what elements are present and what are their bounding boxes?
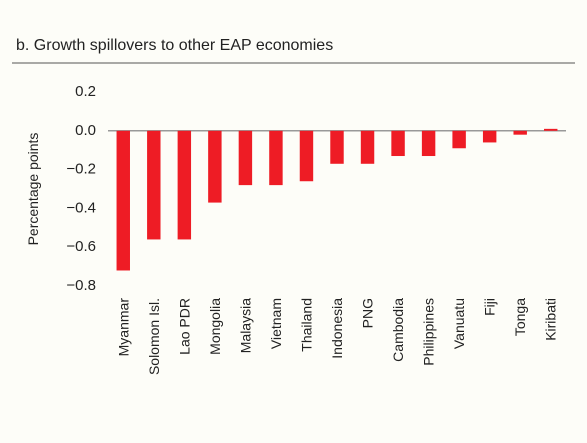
x-tick-label: Philippines	[421, 298, 437, 366]
bar	[544, 128, 558, 131]
y-tick-label: −0.8	[66, 277, 96, 294]
bar	[330, 130, 344, 164]
bar	[452, 130, 466, 149]
chart-title: b. Growth spillovers to other EAP econom…	[16, 37, 333, 54]
bar	[116, 130, 130, 271]
x-tick-label: PNG	[360, 298, 376, 328]
x-tick-label: Vanuatu	[451, 298, 467, 349]
bar	[299, 130, 314, 182]
x-tick-label: Thailand	[298, 298, 314, 352]
x-tick-label: Kiribati	[543, 298, 559, 341]
bar	[147, 130, 161, 240]
x-tick-label: Tonga	[512, 298, 528, 336]
bar	[513, 130, 527, 135]
y-axis-label: Percentage points	[25, 133, 41, 246]
x-tick-label: Myanmar	[115, 298, 131, 357]
x-tick-label: Malaysia	[237, 298, 253, 353]
y-tick-label: 0.2	[75, 83, 96, 100]
y-tick-label: −0.6	[66, 238, 96, 255]
x-tick-label: Cambodia	[390, 298, 406, 362]
x-tick-label: Indonesia	[329, 298, 345, 359]
bar	[391, 130, 405, 157]
x-tick-label: Lao PDR	[176, 298, 192, 355]
y-tick-label: −0.4	[66, 199, 96, 216]
y-tick-label: −0.2	[66, 161, 96, 178]
x-tick-label: Mongolia	[207, 298, 223, 355]
bar	[482, 130, 497, 143]
x-tick-label: Vietnam	[268, 298, 284, 349]
bar	[421, 130, 436, 157]
bar	[238, 130, 253, 186]
bar	[360, 130, 375, 164]
bar	[208, 130, 222, 203]
bar	[177, 130, 192, 240]
bar	[269, 130, 283, 186]
x-tick-label: Fiji	[482, 298, 498, 316]
x-tick-label: Solomon Isl.	[146, 298, 162, 375]
y-tick-label: 0.0	[75, 122, 96, 139]
